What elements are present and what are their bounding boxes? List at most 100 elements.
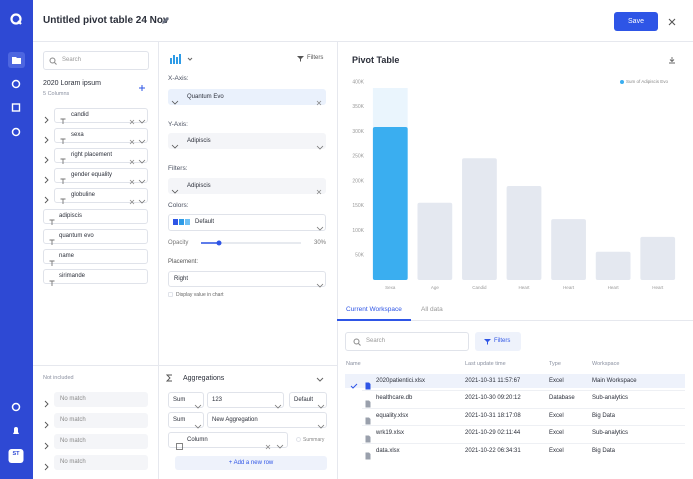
field-search[interactable]: Search [43, 51, 149, 70]
file-cell[interactable]: wrk19.xlsx [376, 430, 405, 436]
field-name: right placement [71, 151, 113, 158]
menu-icon[interactable] [317, 397, 325, 409]
edit-icon[interactable] [160, 16, 170, 26]
top-bar [33, 0, 693, 42]
download-icon[interactable] [668, 56, 676, 64]
menu-icon[interactable] [138, 192, 146, 204]
file-cell: 2021-10-30 09:20:12 [465, 395, 521, 401]
field-name: globuline [71, 191, 96, 198]
column-chip[interactable] [43, 228, 148, 244]
save-button[interactable]: Save [614, 12, 658, 31]
menu-icon[interactable] [274, 397, 282, 409]
excluded-chip[interactable] [54, 412, 148, 428]
field-chip[interactable] [54, 167, 148, 183]
type-icon [49, 254, 55, 266]
file-search[interactable]: Search [345, 332, 469, 351]
remove-icon[interactable] [129, 112, 135, 125]
x-tick-label: Heart [608, 285, 620, 290]
filters-select[interactable]: Adipiscis [168, 178, 326, 194]
workspace-tab[interactable]: All data [421, 306, 443, 313]
file-cell[interactable]: data.xlsx [376, 447, 400, 454]
menu-icon[interactable] [138, 132, 146, 144]
menu-icon[interactable] [194, 417, 202, 429]
aggregation-select[interactable] [168, 392, 204, 408]
remove-icon[interactable] [129, 192, 135, 205]
placement-select[interactable]: Right [168, 271, 326, 287]
remove-icon[interactable] [129, 132, 135, 145]
column-chip[interactable] [43, 249, 148, 265]
aggregation-select[interactable] [207, 412, 327, 428]
close-icon[interactable] [667, 17, 677, 27]
excluded-chip[interactable] [54, 454, 148, 470]
menu-icon[interactable] [276, 437, 284, 449]
type-icon [49, 213, 55, 225]
y-axis-select[interactable]: Adipiscis [168, 133, 326, 149]
menu-icon[interactable] [316, 138, 324, 150]
filters-button[interactable]: Filters [307, 55, 324, 61]
chart-type-picker[interactable] [168, 52, 198, 66]
file-cell[interactable]: 2020patientici.xlsx [376, 377, 426, 384]
selected-row[interactable] [345, 374, 685, 388]
field-chip[interactable] [54, 107, 148, 123]
display-values-checkbox[interactable] [168, 292, 173, 297]
remove-icon[interactable] [129, 152, 135, 165]
menu-icon[interactable] [138, 112, 146, 124]
add-field[interactable] [138, 84, 146, 92]
file-icon [365, 377, 371, 390]
expand-icon[interactable] [43, 437, 51, 450]
y-tick-label: 200K [352, 178, 364, 184]
workspace-tab[interactable]: Current Workspace [346, 306, 402, 313]
menu-icon[interactable] [138, 152, 146, 164]
summary-checkbox[interactable] [296, 437, 301, 442]
field-chip[interactable] [54, 127, 148, 143]
menu-icon[interactable] [317, 417, 325, 429]
file-filters-button[interactable]: Filters [475, 332, 521, 351]
expand-icon[interactable] [43, 151, 51, 164]
excluded-chip[interactable] [54, 391, 148, 407]
expand-icon[interactable] [43, 131, 51, 144]
expand-icon[interactable] [43, 171, 51, 184]
remove-icon[interactable] [265, 437, 271, 450]
menu-icon[interactable] [138, 172, 146, 184]
file-cell[interactable]: equality.xlsx [376, 412, 409, 419]
expand-icon[interactable] [43, 458, 51, 471]
x-axis-select[interactable]: Quantum Evo [168, 89, 326, 105]
menu-icon[interactable] [316, 219, 324, 231]
bar [462, 158, 497, 280]
palette-swatch [173, 219, 190, 225]
file-cell[interactable]: healthcare.db [376, 395, 413, 401]
add-row-button[interactable]: + Add a new row [175, 456, 327, 470]
expand-icon[interactable] [43, 395, 51, 408]
colors-select[interactable]: Default [168, 214, 326, 231]
column-chip[interactable] [43, 269, 148, 285]
opacity-slider[interactable] [199, 238, 303, 248]
column-header: Type [549, 361, 561, 367]
excluded-chip[interactable] [54, 433, 148, 449]
expand-icon[interactable] [43, 111, 51, 124]
file-cell: 2021-10-31 18:17:08 [465, 412, 521, 419]
legend-swatch [620, 80, 624, 84]
expand-icon[interactable] [43, 416, 51, 429]
file-cell: Sub-analytics [592, 395, 629, 401]
collapse-icon[interactable] [316, 375, 324, 383]
file-cell: Big Data [592, 412, 616, 419]
column-count: 5 Columns [43, 91, 70, 97]
sigma-icon [166, 374, 172, 382]
aggregation-select[interactable] [168, 412, 204, 428]
menu-icon[interactable] [316, 276, 324, 288]
column-icon [176, 437, 183, 450]
column-name: adipiscis [59, 212, 83, 219]
type-icon [49, 274, 55, 286]
remove-icon[interactable] [129, 172, 135, 185]
aggregation-select[interactable] [207, 392, 284, 408]
remove-icon[interactable] [316, 94, 324, 106]
column-chip[interactable] [43, 208, 148, 224]
expand-icon[interactable] [43, 191, 51, 204]
field-chip[interactable] [54, 187, 148, 203]
remove-icon[interactable] [316, 183, 324, 195]
column-select[interactable] [168, 432, 288, 448]
avatar[interactable]: ST [12, 451, 20, 457]
aggregation-select[interactable] [289, 392, 327, 408]
menu-icon[interactable] [194, 397, 202, 409]
field-chip[interactable] [54, 147, 148, 163]
